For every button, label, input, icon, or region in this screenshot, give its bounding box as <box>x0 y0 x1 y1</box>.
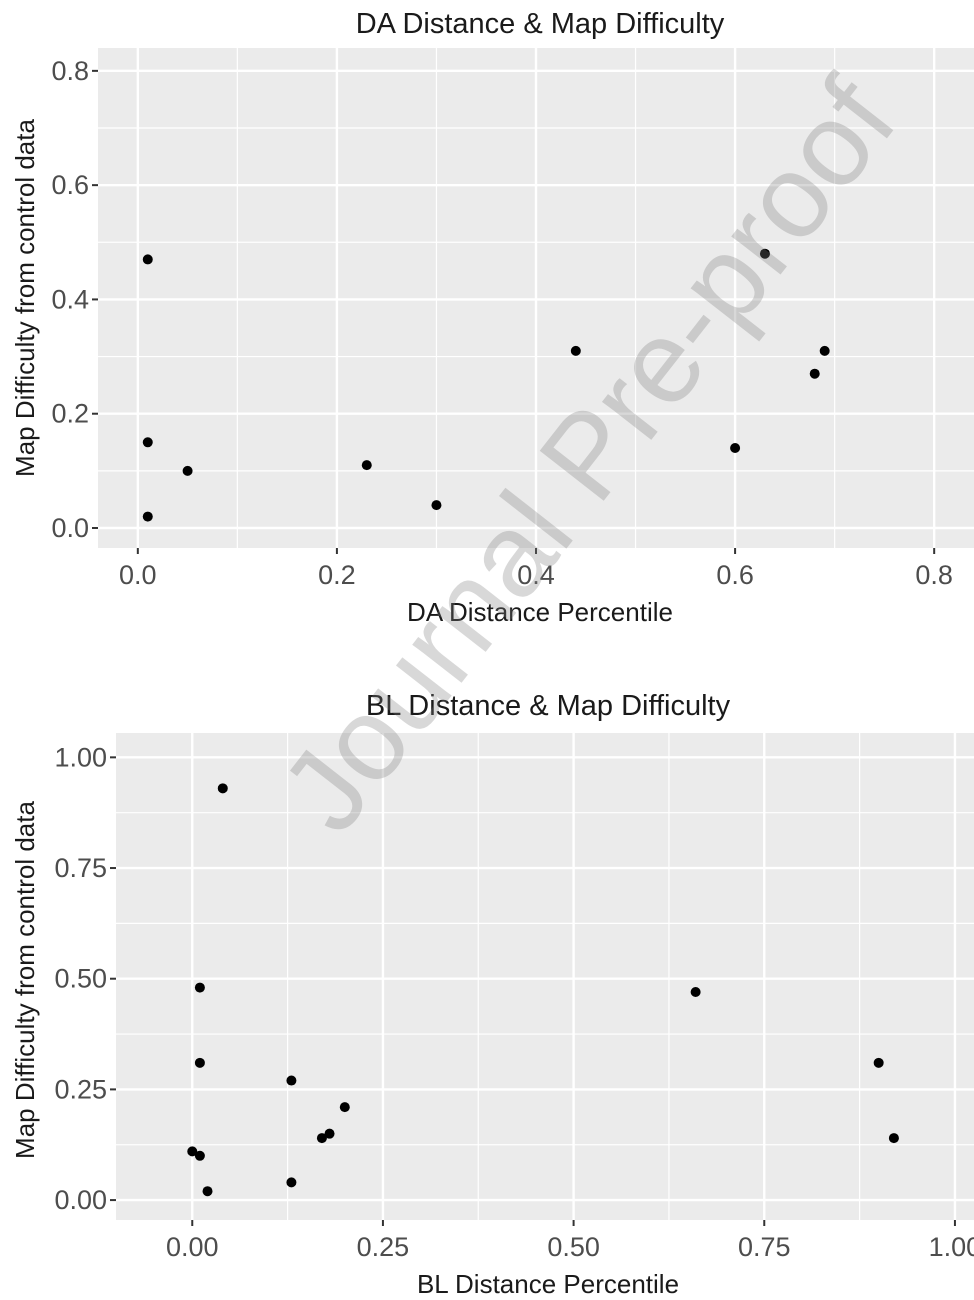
data-point <box>570 345 581 356</box>
data-point <box>142 511 153 522</box>
data-points <box>187 783 899 1197</box>
gridlines <box>116 733 974 1220</box>
gridlines <box>98 48 974 548</box>
x-axis-label: BL Distance Percentile <box>417 1269 679 1299</box>
data-point <box>142 254 153 265</box>
data-point <box>324 1128 335 1139</box>
data-point <box>819 345 830 356</box>
chart-title: BL Distance & Map Difficulty <box>366 690 731 722</box>
data-point <box>873 1057 884 1068</box>
x-tick-label: 0.0 <box>119 560 157 590</box>
data-point <box>316 1133 327 1144</box>
y-tick-label: 0.75 <box>54 853 107 883</box>
x-tick-label: 0.75 <box>738 1232 791 1262</box>
x-tick-label: 0.50 <box>547 1232 600 1262</box>
data-point <box>286 1075 297 1086</box>
data-point <box>730 443 741 453</box>
data-point <box>182 465 193 476</box>
x-tick-label: 0.8 <box>915 560 953 590</box>
data-points <box>142 248 830 522</box>
chart-title: DA Distance & Map Difficulty <box>356 8 725 40</box>
data-point <box>339 1102 350 1113</box>
y-tick-label: 0.6 <box>51 170 89 200</box>
plot-area <box>116 733 974 1220</box>
axis-ticks: 0.0 0.2 0.4 0.6 0.8 0.0 0.2 0.4 0.6 0.8 <box>51 56 953 590</box>
data-point <box>809 368 820 379</box>
data-point <box>194 982 205 993</box>
y-tick-label: 0.4 <box>51 284 89 314</box>
y-tick-label: 0.50 <box>54 964 107 994</box>
data-point <box>690 986 701 997</box>
y-tick-label: 0.0 <box>51 513 89 543</box>
x-tick-label: 0.6 <box>716 560 754 590</box>
data-point <box>759 248 770 259</box>
x-tick-label: 1.00 <box>929 1232 974 1262</box>
scatter-panel-da: DA Distance & Map Difficulty 0.0 0.2 0.4 0.… <box>10 8 974 627</box>
data-point <box>142 437 153 448</box>
y-tick-label: 0.2 <box>51 399 89 429</box>
y-tick-label: 0.00 <box>54 1185 107 1215</box>
data-point <box>194 1150 205 1161</box>
data-point <box>431 500 442 511</box>
y-axis-label: Map Difficulty from control data <box>10 119 40 477</box>
y-tick-label: 1.00 <box>54 742 107 772</box>
y-tick-label: 0.8 <box>51 56 89 86</box>
data-point <box>888 1133 899 1144</box>
data-point <box>217 783 228 794</box>
y-tick-label: 0.25 <box>54 1074 107 1104</box>
data-point <box>361 460 372 471</box>
y-axis-label: Map Difficulty from control data <box>10 801 40 1159</box>
data-point <box>202 1186 213 1197</box>
data-point <box>194 1057 205 1068</box>
scatter-panel-bl: BL Distance & Map Difficulty 0.00 0.25 0.5… <box>10 690 974 1299</box>
axis-ticks: 0.00 0.25 0.50 0.75 1.00 0.00 0.25 0.50 0.75 1.00 <box>54 742 974 1262</box>
data-point <box>187 1146 198 1157</box>
x-tick-label: 0.25 <box>357 1232 410 1262</box>
data-point <box>286 1177 297 1188</box>
x-axis-label: DA Distance Percentile <box>407 597 673 627</box>
x-tick-label: 0.2 <box>318 560 356 590</box>
x-tick-label: 0.4 <box>517 560 555 590</box>
x-tick-label: 0.00 <box>166 1232 219 1262</box>
